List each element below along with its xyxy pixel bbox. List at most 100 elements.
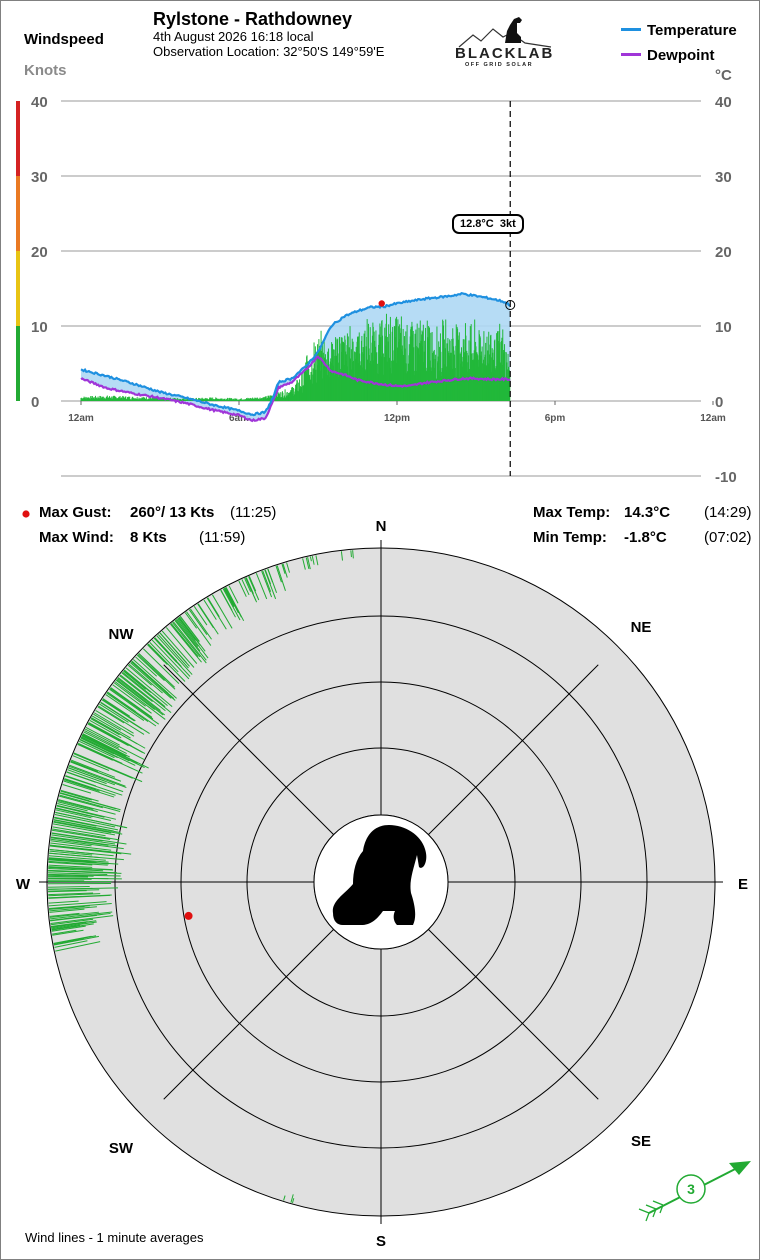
wind-line — [188, 609, 208, 635]
wind-line — [54, 813, 116, 828]
wind-line — [70, 759, 116, 778]
arrow-fletch — [652, 1208, 657, 1218]
wind-line — [58, 799, 116, 815]
wind-line — [48, 894, 112, 899]
wind-line — [50, 914, 97, 922]
temp-tick-label: 20 — [715, 244, 732, 261]
wind-line — [51, 923, 94, 931]
wind-line — [53, 821, 112, 834]
wind-line — [189, 608, 212, 640]
units-label: Knots — [24, 62, 67, 79]
logo-mountains — [458, 28, 552, 48]
observation-datetime: 4th August 2026 16:18 local — [153, 29, 314, 44]
wind-line — [48, 886, 90, 888]
wind-line — [49, 905, 90, 910]
wind-line — [55, 809, 92, 819]
max-wind-label: Max Wind: — [39, 529, 114, 546]
wind-line — [68, 767, 105, 782]
wind-line — [48, 859, 109, 865]
wind-line — [149, 642, 179, 673]
wind-line — [53, 819, 114, 832]
wind-line — [117, 678, 166, 716]
wind-line — [53, 823, 116, 836]
wind-line — [248, 576, 260, 601]
direction-label-w: W — [16, 876, 31, 893]
wind-tick-label: 40 — [31, 94, 48, 111]
wind-line — [262, 570, 272, 592]
wind-line — [207, 597, 220, 617]
wind-line — [50, 920, 97, 928]
wind-line — [48, 873, 121, 877]
wind-line — [224, 587, 235, 606]
wind-line — [49, 850, 93, 856]
wind-line — [159, 632, 190, 667]
wind-line — [184, 612, 198, 629]
wind-line — [49, 908, 85, 913]
wind-line — [73, 753, 133, 779]
wind-line — [117, 677, 161, 711]
x-tick-label: 6am — [229, 413, 249, 424]
wind-line — [50, 836, 118, 847]
wind-line — [136, 654, 165, 681]
wind-line — [49, 844, 132, 855]
wind-line — [49, 906, 97, 912]
wind-line — [99, 703, 129, 723]
wind-line — [93, 712, 135, 737]
wind-line — [50, 918, 94, 926]
windspeed-label: Windspeed — [24, 31, 104, 48]
wind-line — [53, 935, 100, 946]
wind-line — [48, 890, 87, 893]
direction-label-sw: SW — [109, 1140, 134, 1157]
wind-line — [92, 715, 131, 739]
dewpoint-legend-label: Dewpoint — [647, 47, 715, 64]
wind-line — [78, 740, 115, 759]
wind-tick-label: 20 — [31, 244, 48, 261]
temperature-line — [80, 292, 511, 417]
wind-line — [90, 718, 120, 736]
wind-line — [56, 807, 89, 817]
wind-line — [63, 780, 115, 798]
wind-line — [138, 653, 175, 688]
max-temp-value: 14.3°C — [624, 504, 671, 521]
wind-line — [49, 848, 94, 855]
wind-line — [238, 580, 247, 597]
wind-line — [50, 838, 124, 850]
wind-line — [60, 789, 99, 802]
wind-line — [123, 669, 168, 707]
wind-line — [48, 889, 100, 892]
wind-line — [172, 622, 201, 658]
direction-label-e: E — [738, 876, 748, 893]
wind-line — [48, 901, 107, 907]
wind-line — [106, 692, 149, 723]
wind-line — [245, 577, 258, 603]
wind-line — [88, 722, 144, 754]
logo-subtext: OFF GRID SOLAR — [465, 62, 534, 68]
wind-line — [85, 727, 120, 746]
wind-line — [307, 557, 311, 570]
temp-tick-label: 30 — [715, 169, 732, 186]
wind-line — [121, 672, 172, 713]
wind-line — [50, 915, 114, 925]
wind-line — [245, 577, 254, 594]
x-tick-label: 12am — [68, 413, 94, 424]
max-gust-time: (11:25) — [230, 504, 277, 521]
wind-line — [51, 921, 97, 929]
wind-line — [102, 698, 136, 722]
wind-line — [68, 765, 127, 789]
wind-line — [102, 698, 130, 717]
wind-line — [123, 670, 147, 690]
min-temp-label: Min Temp: — [533, 529, 607, 546]
wind-line — [350, 550, 352, 558]
wind-line — [193, 606, 208, 626]
current-value-marker — [505, 300, 516, 310]
wind-line — [48, 866, 114, 871]
wind-line — [48, 860, 108, 866]
wind-line — [311, 556, 315, 565]
wind-line — [264, 569, 277, 600]
wind-line — [267, 568, 273, 583]
wind-line — [52, 929, 77, 935]
wind-line — [49, 911, 99, 918]
wind-line — [51, 829, 111, 840]
wind-line — [95, 710, 134, 734]
wind-line — [110, 687, 153, 718]
